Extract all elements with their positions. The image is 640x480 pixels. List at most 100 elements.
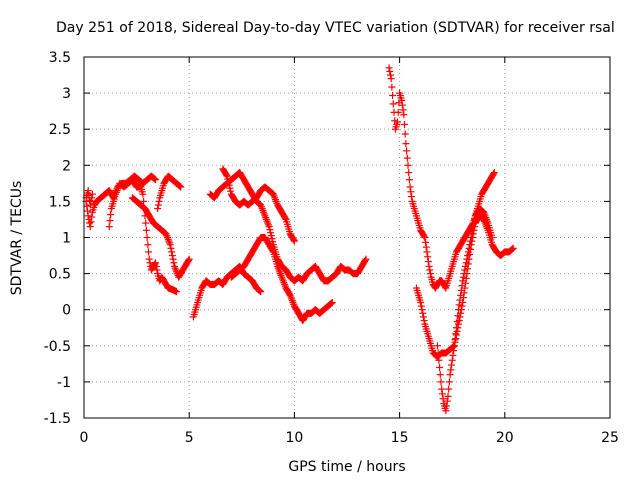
y-tick-label: -1: [57, 375, 71, 391]
data-point-arc-i: [269, 247, 277, 255]
y-tick-label: 3.5: [49, 50, 71, 66]
y-tick-label: 2: [62, 158, 71, 174]
data-point-arc-k: [399, 106, 407, 114]
data-point-arc-k: [426, 270, 434, 278]
data-point-arc-b: [84, 187, 92, 195]
data-point-arc-m: [438, 385, 446, 393]
data-point-arc-d: [170, 259, 178, 267]
data-point-arc-m: [464, 252, 472, 260]
data-point-arc-m: [463, 255, 471, 263]
data-point-arc-m: [453, 318, 461, 326]
data-point-arc-m: [437, 378, 445, 386]
data-point-arc-m: [457, 286, 465, 294]
x-tick-label: 5: [185, 430, 194, 446]
data-point-arc-m: [458, 282, 466, 290]
data-point-arc-m: [443, 397, 451, 405]
data-point-arc-m: [445, 385, 453, 393]
data-point-arc-d: [168, 252, 176, 260]
data-point-arc-k: [408, 193, 416, 201]
data-point-arc-k: [398, 96, 406, 104]
data-point-arc-a: [150, 175, 158, 183]
data-point-arc-m: [436, 363, 444, 371]
data-point-arc-l: [420, 317, 428, 325]
data-point-arc-m: [467, 234, 475, 241]
data-point-arc-k: [422, 243, 430, 251]
data-point-arc-m: [439, 395, 447, 403]
data-point-arc-h: [226, 184, 234, 192]
data-point-arc-e: [154, 201, 162, 209]
data-point-arc-k: [421, 234, 429, 241]
data-point-arc-k: [401, 130, 409, 138]
data-point-arc-m: [450, 342, 458, 350]
data-point-arc-m: [448, 356, 456, 364]
data-point-arc-l: [418, 306, 426, 314]
data-point-arc-m: [488, 234, 496, 241]
data-point-arc-k: [401, 120, 409, 128]
data-point-arc-k: [406, 183, 414, 191]
data-point-arc-l: [452, 331, 460, 339]
data-point-arc-g: [267, 232, 275, 240]
data-point-arc-m: [469, 223, 477, 231]
x-tick-label: 20: [496, 430, 514, 446]
data-point-arc-m: [457, 291, 465, 299]
data-point-arc-m: [461, 266, 469, 274]
data-point-arc-g: [265, 223, 273, 231]
data-point-arc-d: [169, 255, 177, 263]
data-point-arc-a: [152, 176, 160, 184]
data-point-arc-c: [107, 211, 115, 219]
y-axis-ticks: 3.5 3 2.5 2 1.5 1 0.5 0 -0.5 -1 -1.5: [44, 50, 610, 427]
data-point-arc-m: [452, 330, 460, 338]
data-point-arc-m: [443, 402, 451, 410]
data-point-arc-j: [362, 255, 370, 263]
data-point-arc-g: [269, 238, 277, 246]
y-tick-label: 0.5: [49, 267, 71, 283]
x-axis-label: GPS time / hours: [288, 459, 405, 475]
data-point-arc-m: [451, 336, 459, 344]
data-point-arc-h: [290, 237, 298, 245]
data-point-arc-j: [361, 256, 369, 264]
data-point-arc-i: [285, 290, 293, 298]
data-point-arc-a: [84, 212, 92, 220]
data-point-arc-m: [470, 219, 478, 227]
x-tick-label: 15: [391, 430, 409, 446]
data-point-arc-d: [168, 248, 176, 256]
data-point-arc-f: [257, 288, 265, 296]
data-point-arc-b: [86, 201, 94, 209]
data-point-arc-m: [447, 361, 455, 369]
x-tick-label: 10: [285, 430, 303, 446]
x-tick-label: 0: [80, 430, 89, 446]
data-point-arc-k: [426, 266, 434, 274]
data-point-arc-m: [446, 371, 454, 379]
data-point-arc-k: [385, 64, 393, 72]
data-point-arc-k: [490, 169, 498, 177]
data-point-arc-m: [455, 306, 463, 314]
data-point-arc-a: [151, 175, 159, 183]
data-point-arc-m: [454, 312, 462, 320]
data-point-arc-c: [173, 288, 181, 296]
y-tick-label: 0: [62, 303, 71, 319]
data-point-arc-c: [142, 219, 150, 227]
data-point-arc-g: [268, 235, 276, 243]
data-point-arc-h: [227, 187, 235, 195]
data-point-arc-k: [388, 83, 396, 91]
data-point-arc-a: [87, 218, 95, 226]
data-point-arc-m: [444, 392, 452, 400]
data-point-arc-d: [185, 255, 193, 263]
data-point-arc-k: [389, 100, 397, 108]
data-point-arc-h: [281, 214, 289, 222]
data-point-arc-m: [450, 347, 458, 355]
data-point-arc-k: [490, 170, 498, 178]
data-point-arc-k: [403, 154, 411, 162]
data-point-arc-e: [154, 205, 162, 213]
data-point-arc-m: [466, 241, 474, 249]
data-point-arc-m: [462, 262, 470, 270]
data-point-arc-k: [402, 140, 410, 148]
data-point-arc-k: [403, 147, 411, 155]
data-point-arc-h: [290, 236, 298, 244]
data-point-arc-a: [84, 207, 92, 215]
plot-frame: [83, 56, 611, 419]
data-point-arc-d: [166, 241, 174, 249]
data-point-arc-c: [139, 190, 147, 198]
data-point-arc-c: [145, 248, 153, 256]
